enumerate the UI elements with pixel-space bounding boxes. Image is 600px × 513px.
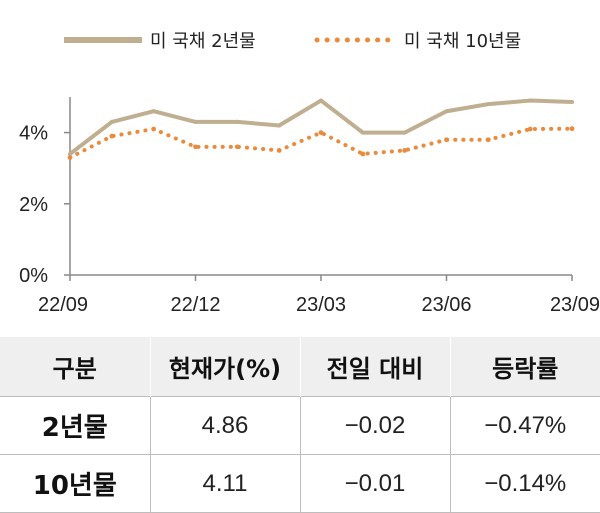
header-current-price: 현재가(%) xyxy=(149,337,300,397)
table-header-row: 구분 현재가(%) 전일 대비 등락률 xyxy=(0,337,600,397)
series-2y-point xyxy=(528,98,533,103)
series-2y-point xyxy=(570,99,574,104)
series-2y-line xyxy=(68,98,573,156)
cell-current-2y: 4.86 xyxy=(149,396,300,455)
y-tick-label: 4% xyxy=(19,123,48,145)
series-10y-point xyxy=(485,137,491,143)
cell-rate-10y: −0.14% xyxy=(449,454,600,513)
series-10y-point xyxy=(67,155,73,160)
header-change-rate: 등락률 xyxy=(449,337,600,397)
series-2y-point xyxy=(277,123,282,128)
series-2y-point xyxy=(235,119,240,124)
x-tick-label: 22/12 xyxy=(170,294,220,316)
header-change: 전일 대비 xyxy=(299,337,450,397)
table-row: 2년물 4.86 −0.02 −0.47% xyxy=(0,396,600,455)
cell-change-10y: −0.01 xyxy=(299,454,450,513)
row-label-10y: 10년물 xyxy=(0,454,150,513)
series-2y-point xyxy=(444,109,449,114)
cell-current-10y: 4.11 xyxy=(149,454,300,513)
legend-2y-label: 미 국채 2년물 xyxy=(150,31,256,52)
series-2y-point xyxy=(486,102,491,107)
row-label-2y: 2년물 xyxy=(0,396,150,455)
series-2y-point xyxy=(319,98,323,103)
header-category: 구분 xyxy=(0,337,150,397)
series-10y-point xyxy=(193,144,198,150)
y-tick-label: 2% xyxy=(19,194,48,216)
cell-change-2y: −0.02 xyxy=(299,396,450,455)
legend-10y-label: 미 국채 10년물 xyxy=(404,31,521,52)
series-10y-point xyxy=(444,137,449,143)
x-tick-label: 23/03 xyxy=(296,294,346,316)
series-2y-point xyxy=(109,119,114,124)
series-10y-point xyxy=(276,148,282,153)
x-tick-label: 23/06 xyxy=(421,294,471,316)
legend: 미 국채 2년물 미 국채 10년물 xyxy=(64,31,521,52)
chart-axes: 0% 2% 4% 22/09 22/12 23/03 23/06 23/09 xyxy=(19,97,600,316)
yield-table: 구분 현재가(%) 전일 대비 등락률 2년물 4.86 −0.02 −0.47… xyxy=(0,337,600,513)
series-2y-point xyxy=(360,130,365,135)
series-2y-point xyxy=(402,130,407,135)
x-tick-label: 22/09 xyxy=(38,294,88,316)
series-10y-point xyxy=(569,126,575,132)
series-10y-point xyxy=(151,126,157,132)
cell-rate-2y: −0.47% xyxy=(449,396,600,455)
series-10y-point xyxy=(402,148,408,153)
x-tick-label: 23/09 xyxy=(550,294,600,316)
series-2y-point xyxy=(193,119,198,124)
series-10y-point xyxy=(318,130,324,136)
series-10y-point xyxy=(360,151,366,157)
series-2y-point xyxy=(151,109,156,114)
series-10y-point xyxy=(234,144,240,150)
yield-chart: 미 국채 2년물 미 국채 10년물 0% 2% 4% 22/09 22/12 23/03 2… xyxy=(19,31,600,316)
series-10y-point xyxy=(527,126,533,132)
series-layer xyxy=(67,98,575,160)
table-row: 10년물 4.11 −0.01 −0.14% xyxy=(0,454,600,513)
series-2y-point xyxy=(68,151,72,156)
y-tick-label: 0% xyxy=(19,265,48,287)
series-10y-point xyxy=(109,133,115,139)
